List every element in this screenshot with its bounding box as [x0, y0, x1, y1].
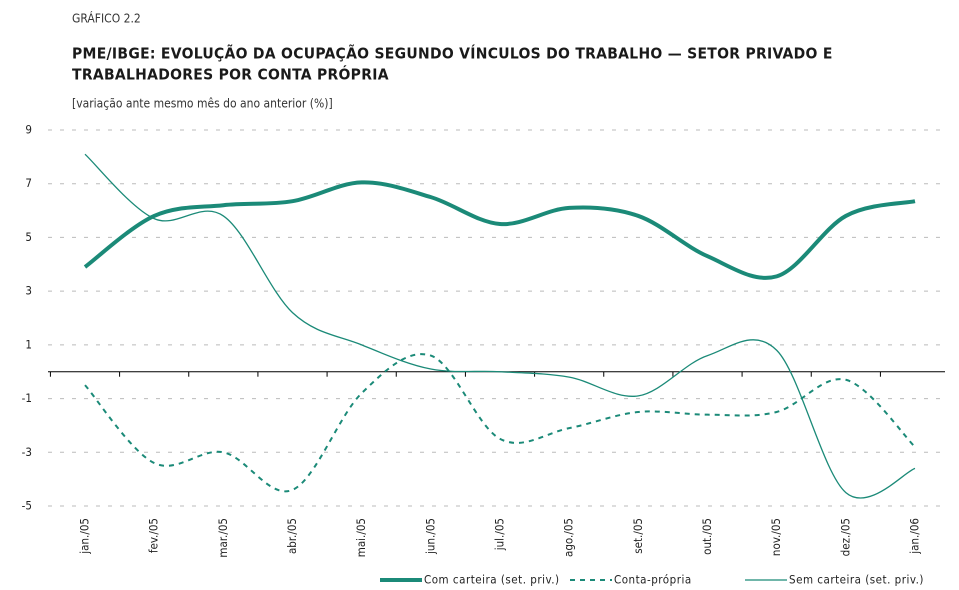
x-tick-label: jun./05: [423, 518, 437, 555]
x-tick-label: dez./05: [838, 518, 852, 556]
chart-title: PME/IBGE: EVOLUÇÃO DA OCUPAÇÃO SEGUNDO V…: [72, 44, 833, 63]
legend-label: Conta-própria: [614, 573, 692, 587]
x-tick-label: mar./05: [216, 518, 230, 558]
x-tick-label: mai./05: [354, 518, 368, 557]
y-tick-label: -3: [22, 445, 32, 459]
x-tick-label: abr./05: [285, 518, 299, 554]
x-tick-label: out./05: [700, 518, 714, 555]
x-tick-label: ago./05: [562, 518, 576, 557]
x-tick-label: nov./05: [769, 518, 783, 556]
chart-subtitle: [variação ante mesmo mês do ano anterior…: [72, 97, 333, 111]
x-tick-label: fev./05: [147, 518, 161, 553]
y-tick-label: 3: [25, 284, 32, 298]
y-tick-label: 1: [25, 337, 32, 351]
y-tick-label: -5: [22, 499, 32, 513]
y-tick-label: -1: [22, 391, 32, 405]
series-line: [83, 180, 916, 280]
legend-label: Com carteira (set. priv.): [424, 573, 560, 587]
x-tick-label: jan./06: [908, 518, 922, 555]
chart-label: GRÁFICO 2.2: [72, 11, 141, 26]
legend-label: Sem carteira (set. priv.): [789, 573, 924, 587]
y-tick-label: 7: [25, 176, 32, 190]
chart-title: TRABALHADORES POR CONTA PRÓPRIA: [72, 65, 389, 84]
series-line: [84, 353, 916, 493]
x-tick-label: jul./05: [493, 518, 507, 551]
y-tick-label: 5: [25, 230, 32, 244]
series-line: [84, 153, 916, 499]
x-tick-label: set./05: [631, 518, 645, 554]
x-tick-label: jan./05: [78, 518, 92, 555]
y-tick-label: 9: [25, 123, 32, 137]
